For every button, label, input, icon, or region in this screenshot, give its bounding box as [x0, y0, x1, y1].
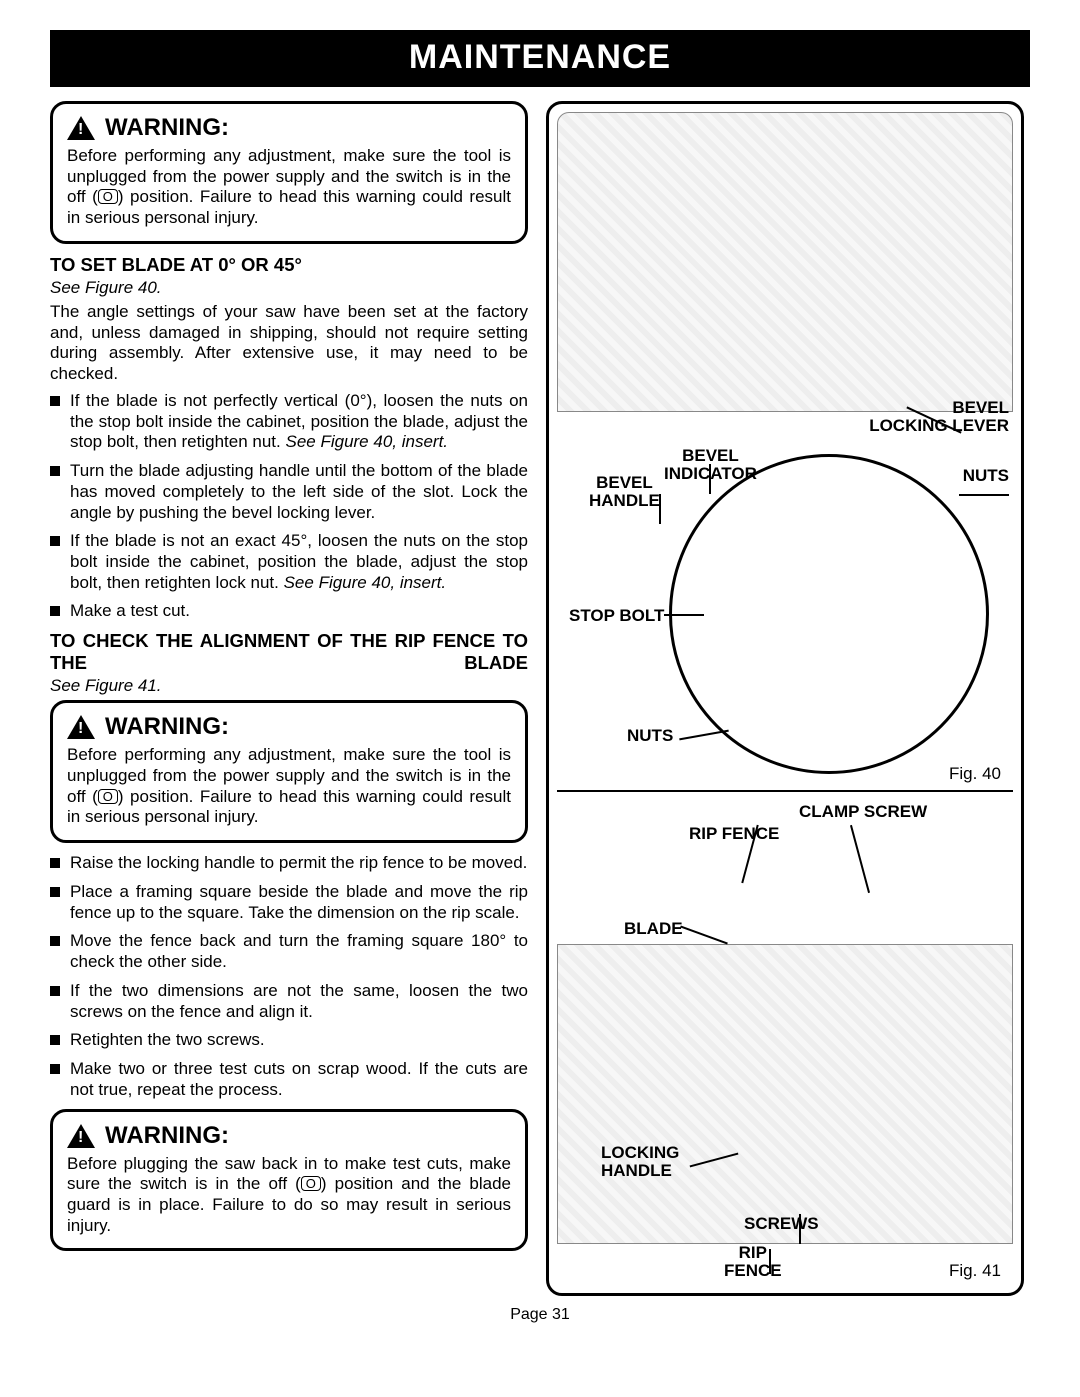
label-bevel-indicator: BEVELINDICATOR [664, 447, 757, 483]
list-item: If the blade is not an exact 45°, loosen… [50, 531, 528, 593]
bullet-text: Make two or three test cuts on scrap woo… [70, 1059, 528, 1100]
see-figure-40: See Figure 40. [50, 278, 528, 298]
leader-line [679, 730, 729, 741]
label-bevel-handle: BEVELHANDLE [589, 474, 660, 510]
figure-box: BEVELLOCKING LEVER BEVELINDICATOR BEVELH… [546, 101, 1024, 1296]
warning-title: WARNING: [105, 1122, 229, 1150]
bullet-icon [50, 606, 60, 616]
warning-heading: WARNING: [67, 1122, 511, 1150]
alert-triangle-icon [67, 715, 95, 739]
warning-heading: WARNING: [67, 114, 511, 142]
label-nuts-bottom: NUTS [627, 726, 673, 746]
warning-text-b: ) position. Failure to head this warning… [67, 187, 511, 227]
banner-title: MAINTENANCE [50, 30, 1030, 87]
bullet-text: If the two dimensions are not the same, … [70, 981, 528, 1022]
bullet-icon [50, 936, 60, 946]
off-symbol-icon: O [98, 189, 118, 204]
label-locking-handle: LOCKINGHANDLE [601, 1144, 679, 1180]
bullet-text: If the blade is not an exact 45°, loosen… [70, 531, 528, 593]
bullet-text: Turn the blade adjusting handle until th… [70, 461, 528, 523]
bullet-text: Raise the locking handle to permit the r… [70, 853, 528, 874]
label-nuts-top: NUTS [963, 466, 1009, 486]
bullet-icon [50, 466, 60, 476]
list-item: Raise the locking handle to permit the r… [50, 853, 528, 874]
warning-box-3: WARNING: Before plugging the saw back in… [50, 1109, 528, 1252]
list-item: Make a test cut. [50, 601, 528, 622]
warning-text-b: ) position. Failure to head this warning… [67, 787, 511, 827]
label-blade: BLADE [624, 919, 683, 939]
warning-box-1: WARNING: Before performing any adjustmen… [50, 101, 528, 244]
bullet-icon [50, 887, 60, 897]
left-column: WARNING: Before performing any adjustmen… [50, 101, 528, 1296]
leader-line [664, 614, 704, 616]
list-item: If the blade is not perfectly vertical (… [50, 391, 528, 453]
alert-triangle-icon [67, 1124, 95, 1148]
section2-bullets: Raise the locking handle to permit the r… [50, 853, 528, 1100]
alert-triangle-icon [67, 116, 95, 140]
warning-body: Before performing any adjustment, make s… [67, 146, 511, 229]
label-stop-bolt: STOP BOLT [569, 606, 664, 626]
list-item: If the two dimensions are not the same, … [50, 981, 528, 1022]
figure-41-illustration [557, 944, 1013, 1244]
warning-heading: WARNING: [67, 713, 511, 741]
label-clamp-screw: CLAMP SCREW [799, 802, 927, 822]
bullet-icon [50, 858, 60, 868]
leader-line [850, 825, 870, 893]
warning-body: Before performing any adjustment, make s… [67, 745, 511, 828]
page-number: Page 31 [50, 1306, 1030, 1324]
bullet-text: Move the fence back and turn the framing… [70, 931, 528, 972]
warning-title: WARNING: [105, 713, 229, 741]
list-item: Move the fence back and turn the framing… [50, 931, 528, 972]
figure-40-detail-circle [669, 454, 989, 774]
figure-divider [557, 790, 1013, 792]
right-column: BEVELLOCKING LEVER BEVELINDICATOR BEVELH… [546, 101, 1024, 1296]
caption-fig-40: Fig. 40 [949, 764, 1001, 784]
warning-body: Before plugging the saw back in to make … [67, 1154, 511, 1237]
figure-40-illustration [557, 112, 1013, 412]
label-rip-fence-bottom: RIPFENCE [724, 1244, 782, 1280]
section-title-rip-fence: TO CHECK THE ALIGNMENT OF THE RIP FENCE … [50, 630, 528, 674]
warning-box-2: WARNING: Before performing any adjustmen… [50, 700, 528, 843]
label-bevel-locking-lever: BEVELLOCKING LEVER [869, 399, 1009, 435]
warning-title: WARNING: [105, 114, 229, 142]
bullet-text: Place a framing square beside the blade … [70, 882, 528, 923]
list-item: Place a framing square beside the blade … [50, 882, 528, 923]
leader-line [959, 494, 1009, 496]
bullet-text: If the blade is not perfectly vertical (… [70, 391, 528, 453]
list-item: Turn the blade adjusting handle until th… [50, 461, 528, 523]
bullet-icon [50, 1035, 60, 1045]
off-symbol-icon: O [98, 789, 118, 804]
section1-bullets: If the blade is not perfectly vertical (… [50, 391, 528, 622]
off-symbol-icon: O [301, 1176, 321, 1191]
caption-fig-41: Fig. 41 [949, 1261, 1001, 1281]
page: MAINTENANCE WARNING: Before performing a… [0, 0, 1080, 1344]
bullet-text: Retighten the two screws. [70, 1030, 528, 1051]
label-screws: SCREWS [744, 1214, 819, 1234]
bullet-icon [50, 396, 60, 406]
section1-intro: The angle settings of your saw have been… [50, 302, 528, 385]
see-figure-41: See Figure 41. [50, 676, 528, 696]
bullet-icon [50, 986, 60, 996]
section-title-blade-angle: TO SET BLADE AT 0° OR 45° [50, 254, 528, 276]
list-item: Retighten the two screws. [50, 1030, 528, 1051]
bullet-text: Make a test cut. [70, 601, 528, 622]
list-item: Make two or three test cuts on scrap woo… [50, 1059, 528, 1100]
bullet-icon [50, 1064, 60, 1074]
leader-line [680, 926, 728, 945]
bullet-icon [50, 536, 60, 546]
two-column-layout: WARNING: Before performing any adjustmen… [50, 101, 1030, 1296]
label-rip-fence-top: RIP FENCE [689, 824, 779, 844]
